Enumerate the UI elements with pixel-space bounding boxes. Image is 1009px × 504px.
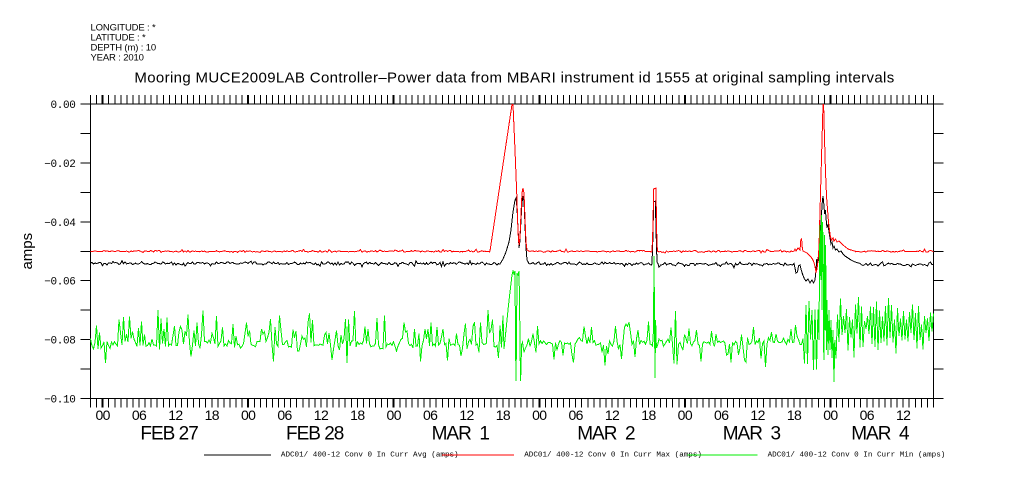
svg-text:Mooring MUCE2009LAB Controller: Mooring MUCE2009LAB Controller–Power dat… bbox=[134, 69, 894, 86]
svg-text:12: 12 bbox=[168, 407, 183, 423]
svg-text:00: 00 bbox=[532, 407, 547, 423]
svg-text:12: 12 bbox=[605, 407, 620, 423]
svg-text:0.00: 0.00 bbox=[50, 100, 75, 112]
svg-text:06: 06 bbox=[714, 407, 729, 423]
svg-text:amps: amps bbox=[19, 233, 36, 270]
svg-text:06: 06 bbox=[423, 407, 438, 423]
svg-text:ADC01/ 400-12 Conv 0 In Curr M: ADC01/ 400-12 Conv 0 In Curr Min (amps) bbox=[768, 452, 946, 460]
svg-text:00: 00 bbox=[678, 407, 693, 423]
svg-text:−0.08: −0.08 bbox=[44, 336, 75, 348]
svg-text:06: 06 bbox=[568, 407, 583, 423]
svg-text:ADC01/ 400-12 Conv 0 In Curr A: ADC01/ 400-12 Conv 0 In Curr Avg (amps) bbox=[281, 452, 459, 460]
svg-text:12: 12 bbox=[750, 407, 765, 423]
svg-text:ADC01/ 400-12 Conv 0 In Curr M: ADC01/ 400-12 Conv 0 In Curr Max (amps) bbox=[524, 452, 702, 460]
svg-text:06: 06 bbox=[277, 407, 292, 423]
svg-text:LONGITUDE : *: LONGITUDE : * bbox=[91, 22, 157, 33]
svg-text:MAR 4: MAR 4 bbox=[851, 423, 910, 444]
svg-text:−0.06: −0.06 bbox=[44, 277, 75, 289]
svg-text:18: 18 bbox=[350, 407, 365, 423]
svg-text:18: 18 bbox=[205, 407, 220, 423]
svg-text:18: 18 bbox=[787, 407, 802, 423]
svg-text:FEB 28: FEB 28 bbox=[286, 423, 344, 444]
svg-text:18: 18 bbox=[496, 407, 511, 423]
svg-text:00: 00 bbox=[823, 407, 838, 423]
svg-text:DEPTH (m) : 10: DEPTH (m) : 10 bbox=[91, 42, 156, 53]
svg-text:18: 18 bbox=[641, 407, 656, 423]
svg-text:−0.04: −0.04 bbox=[44, 218, 76, 230]
svg-text:00: 00 bbox=[95, 407, 110, 423]
svg-text:06: 06 bbox=[860, 407, 875, 423]
svg-text:12: 12 bbox=[459, 407, 474, 423]
svg-text:00: 00 bbox=[241, 407, 256, 423]
svg-text:MAR 3: MAR 3 bbox=[723, 423, 781, 444]
svg-text:FEB 27: FEB 27 bbox=[140, 423, 198, 444]
svg-text:LATITUDE : *: LATITUDE : * bbox=[91, 32, 146, 43]
svg-text:00: 00 bbox=[387, 407, 402, 423]
svg-text:12: 12 bbox=[896, 407, 911, 423]
svg-text:12: 12 bbox=[314, 407, 329, 423]
svg-text:−0.02: −0.02 bbox=[44, 159, 75, 171]
svg-text:YEAR : 2010: YEAR : 2010 bbox=[91, 52, 144, 63]
svg-text:06: 06 bbox=[132, 407, 147, 423]
svg-text:MAR 1: MAR 1 bbox=[432, 423, 490, 444]
svg-text:−0.10: −0.10 bbox=[44, 395, 75, 407]
svg-text:MAR 2: MAR 2 bbox=[577, 423, 635, 444]
